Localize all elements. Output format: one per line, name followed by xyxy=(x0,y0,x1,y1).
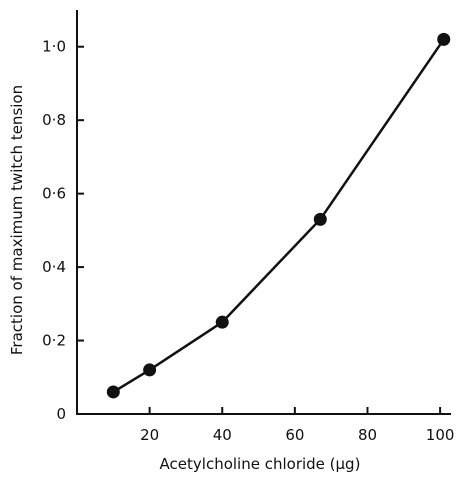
y-tick-label: 0·6 xyxy=(42,185,66,203)
data-series xyxy=(106,32,451,399)
data-point xyxy=(437,32,451,46)
data-point xyxy=(106,385,120,399)
x-tick-label: 40 xyxy=(213,426,232,444)
y-tick-label: 0·4 xyxy=(42,258,66,276)
x-tick-label: 80 xyxy=(358,426,377,444)
axes xyxy=(76,10,451,415)
y-tick-label: 0 xyxy=(56,405,66,423)
data-point xyxy=(313,212,327,226)
x-tick-label: 60 xyxy=(285,426,304,444)
y-axis-title: Fraction of maximum twitch tension xyxy=(8,85,26,355)
data-point xyxy=(143,363,157,377)
data-point xyxy=(215,315,229,329)
x-axis-title: Acetylcholine chloride (μg) xyxy=(160,455,361,473)
x-tick-label: 20 xyxy=(140,426,159,444)
y-tick-label: 1·0 xyxy=(42,38,66,56)
x-tick-label: 100 xyxy=(426,426,455,444)
x-ticks: 20 40 60 80 100 xyxy=(140,407,454,444)
y-tick-label: 0·8 xyxy=(42,111,66,129)
y-ticks: 0 0·2 0·4 0·6 0·8 1·0 xyxy=(42,38,84,423)
y-tick-label: 0·2 xyxy=(42,332,66,350)
series-line xyxy=(112,38,445,394)
